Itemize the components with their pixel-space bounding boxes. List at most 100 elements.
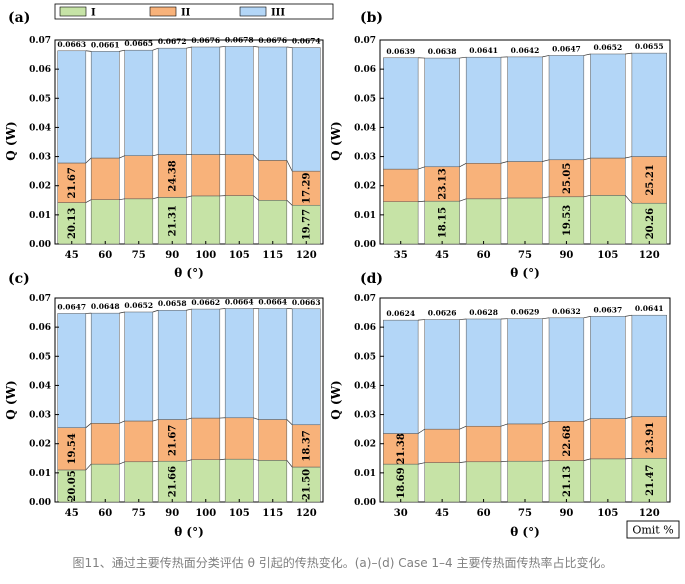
boundary-connector [119, 461, 125, 465]
bar-segment-iii [224, 46, 254, 155]
boundary-connector [85, 423, 92, 428]
y-tick-label: 0.02 [354, 182, 376, 192]
x-axis-title: θ (°) [174, 525, 204, 539]
y-tick-label: 0.01 [354, 469, 376, 479]
panel-d: 0.0624 0.0626 0.0628 0.0629 0.0632 0.0637 0.06… [329, 271, 671, 539]
y-tick-label: 0.02 [29, 440, 51, 450]
boundary-connector [583, 316, 591, 319]
bar-segment-i [590, 195, 626, 245]
total-label: 0.0642 [511, 46, 540, 55]
bar-segment-ii [90, 423, 120, 465]
total-label: 0.0648 [91, 302, 120, 311]
total-label: 0.0665 [124, 39, 153, 48]
total-label: 0.0676 [258, 36, 287, 45]
figure-canvas: 0.0663 0.0661 0.0665 0.0672 0.0676 0.0678 0.06… [4, 3, 680, 539]
boundary-connector [625, 52, 632, 55]
bar-segment-ii [590, 418, 626, 460]
boundary-connector [253, 46, 259, 48]
panel-label: (a) [8, 10, 30, 26]
boundary-connector [542, 460, 550, 462]
bar-segment-ii [631, 416, 667, 459]
y-tick-label: 0.04 [29, 381, 51, 391]
total-label: 0.0637 [593, 305, 622, 314]
y-tick-label: 0.03 [29, 411, 51, 421]
x-axis-title: θ (°) [174, 266, 204, 280]
boundary-connector [418, 319, 425, 321]
boundary-connector [542, 420, 550, 425]
bar-segment-iii [631, 314, 667, 417]
y-tick-label: 0.05 [29, 94, 51, 104]
y-tick-label: 0.04 [354, 123, 376, 133]
x-tick-label: 35 [394, 250, 408, 261]
boundary-connector [583, 194, 591, 198]
total-label: 0.0629 [511, 308, 540, 317]
boundary-connector [286, 200, 293, 206]
segment-percentage-label: 21.13 [562, 466, 573, 497]
segment-percentage-label: 21.67 [67, 167, 78, 198]
x-tick-label: 105 [597, 508, 618, 519]
bar-segment-ii [90, 157, 120, 200]
bar-segment-iii [548, 55, 585, 161]
segment-percentage-label: 19.54 [67, 433, 78, 464]
bar-segment-ii [157, 419, 187, 462]
x-tick-label: 45 [435, 508, 449, 519]
total-label: 0.0655 [635, 42, 664, 51]
boundary-connector [286, 160, 293, 172]
boundary-connector [85, 463, 92, 471]
total-label: 0.0626 [428, 309, 457, 318]
total-label: 0.0628 [469, 308, 498, 317]
y-tick-label: 0.04 [354, 381, 376, 391]
omit-note-text: Omit % [632, 524, 673, 537]
bar-segment-i [424, 462, 460, 503]
y-tick-label: 0.04 [29, 123, 51, 133]
omit-note-frame [626, 520, 680, 539]
bar-segment-i [224, 195, 254, 245]
bar-segment-iii [191, 46, 221, 155]
bar-segment-ii [157, 154, 187, 198]
boundary-connector [418, 462, 425, 465]
x-tick-label: 45 [65, 250, 79, 261]
boundary-connector [500, 423, 508, 427]
x-tick-label: 105 [597, 250, 618, 261]
boundary-connector [186, 195, 192, 198]
segment-percentage-label: 25.05 [562, 163, 573, 194]
total-label: 0.0658 [158, 299, 187, 308]
segment-percentage-label: 18.15 [438, 207, 449, 238]
bar-segment-ii [383, 168, 419, 202]
x-tick-label: 115 [262, 250, 283, 261]
bar-segment-i [383, 201, 419, 245]
boundary-connector [583, 53, 591, 56]
boundary-connector [219, 46, 226, 48]
x-tick-label: 45 [65, 508, 79, 519]
bar-segment-i [124, 198, 154, 245]
total-label: 0.0661 [91, 40, 120, 49]
bar-segment-i [258, 460, 288, 503]
bar-segment-ii [57, 427, 87, 471]
y-axis-title: Q (W) [4, 121, 18, 160]
x-tick-label: 60 [477, 508, 491, 519]
legend: I II III [54, 3, 334, 20]
segment-percentage-label: 21.38 [396, 433, 407, 464]
bar-segment-i [258, 200, 288, 245]
legend-frame [54, 3, 334, 20]
boundary-connector [85, 199, 92, 203]
boundary-connector [253, 458, 259, 461]
bar-segment-i [465, 198, 502, 245]
bar-segment-iii [90, 51, 120, 159]
boundary-connector [152, 419, 159, 422]
bar-segment-ii [465, 163, 502, 200]
segment-percentage-label: 19.53 [562, 205, 573, 236]
total-label: 0.0663 [57, 40, 86, 49]
boundary-connector [583, 458, 591, 461]
bar-segment-ii [224, 417, 254, 460]
x-tick-label: 120 [639, 250, 660, 261]
boundary-connector [624, 195, 633, 204]
bar-segment-ii [258, 160, 288, 201]
bar-segment-ii [258, 419, 288, 461]
bar-segment-iii [631, 52, 667, 157]
boundary-connector [253, 195, 259, 201]
bar-segment-ii [590, 157, 626, 196]
boundary-connector [152, 309, 159, 313]
panel-label: (c) [8, 271, 30, 287]
x-tick-label: 60 [477, 250, 491, 261]
